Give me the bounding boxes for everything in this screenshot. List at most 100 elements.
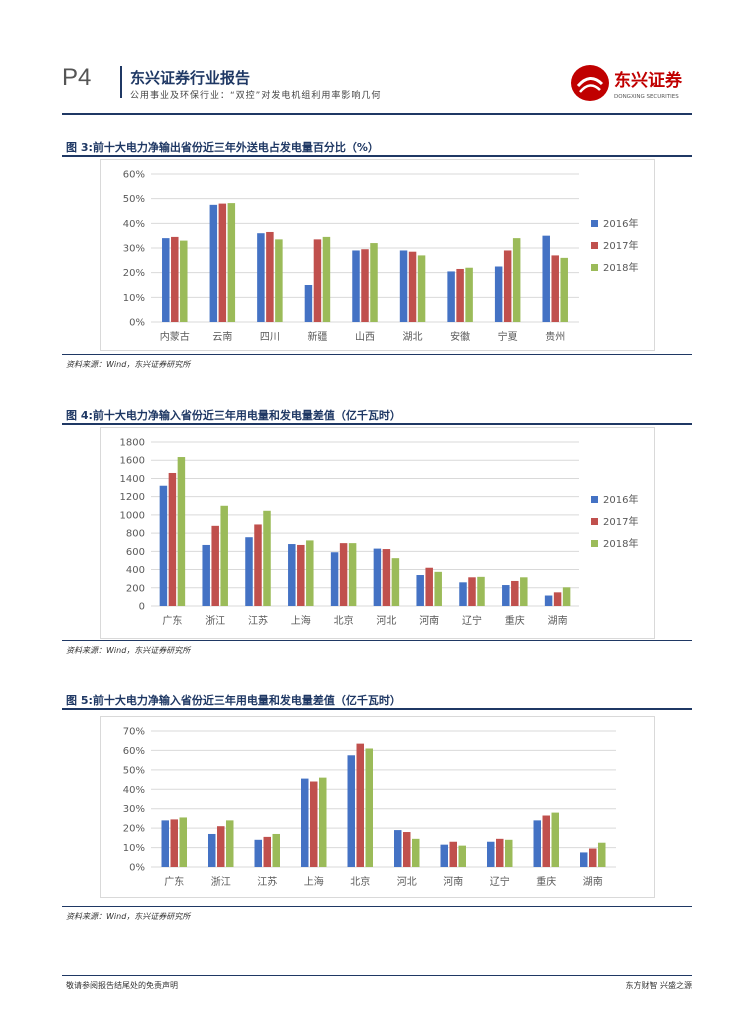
x-tick-label: 重庆 — [505, 614, 525, 627]
legend-swatch — [591, 242, 598, 249]
x-tick-label: 河南 — [443, 875, 463, 888]
x-tick-label: 浙江 — [211, 876, 231, 888]
y-tick-label: 10% — [123, 843, 145, 854]
y-tick-label: 1200 — [120, 492, 145, 503]
x-tick-label: 重庆 — [536, 875, 556, 888]
bar — [502, 585, 510, 606]
chart-svg: 0 200 400 600 800 1000 1200 1400 1600 1800 广东 浙江 江苏 上… — [120, 438, 639, 628]
bar — [505, 839, 513, 867]
footer-rule — [62, 975, 692, 976]
header-separator — [120, 66, 122, 98]
x-tick-label: 浙江 — [205, 615, 225, 627]
bar — [356, 743, 364, 867]
figure-5-source-rule — [62, 906, 692, 907]
footer-disclaimer: 敬请参阅报告结尾处的免责声明 — [66, 981, 178, 990]
bar — [254, 524, 262, 606]
bar — [465, 267, 473, 322]
y-tick-label: 1800 — [120, 438, 145, 449]
bar — [408, 251, 417, 322]
bar — [449, 841, 457, 867]
x-tick-label: 湖南 — [583, 875, 603, 888]
bar — [456, 268, 464, 322]
figure-5-title-rule — [62, 708, 692, 710]
x-tick-label: 江苏 — [257, 875, 277, 888]
y-tick-label: 40% — [123, 785, 145, 796]
legend-swatch — [591, 496, 598, 503]
bar — [458, 845, 466, 867]
bar — [330, 552, 339, 606]
x-tick-label: 四川 — [260, 332, 280, 343]
y-tick-label: 0 — [139, 602, 145, 613]
y-tick-label: 0% — [129, 863, 145, 874]
bar — [162, 238, 170, 322]
y-tick-label: 50% — [123, 194, 145, 205]
bar — [211, 525, 219, 606]
bar — [434, 571, 442, 606]
figure-4-source: 资料来源：Wind，东兴证券研究所 — [66, 646, 191, 655]
page-number: P4 — [62, 64, 92, 91]
bar — [263, 510, 271, 606]
bar — [352, 250, 360, 322]
header-rule — [62, 113, 692, 115]
bar — [394, 830, 402, 867]
legend-label: 2018年 — [603, 537, 638, 550]
x-tick-label: 上海 — [291, 614, 311, 627]
bar — [551, 255, 559, 322]
logo-text: 东兴证券 — [614, 70, 683, 91]
bar — [399, 250, 408, 322]
x-tick-label: 山西 — [355, 331, 375, 343]
legend-label: 2016年 — [603, 217, 638, 230]
y-tick-label: 1400 — [120, 474, 145, 485]
bar — [218, 203, 227, 322]
figure-4-title-rule — [62, 423, 692, 425]
report-subtitle: 公用事业及环保行业：“双控”对发电机组利用率影响几何 — [130, 91, 382, 101]
x-tick-label: 内蒙古 — [160, 330, 190, 343]
x-tick-label: 湖南 — [548, 614, 568, 627]
bar — [297, 544, 305, 606]
bar — [487, 841, 495, 867]
bar — [562, 587, 571, 606]
figure-4-title: 图 4:前十大电力净输入省份近三年用电量和发电量差值（亿千瓦时） — [66, 409, 401, 422]
figure-5-chart: 0% 10% 20% 30% 40% 50% 60% 70% 广东 浙江 江苏 上海 北京 河北 河南 辽宁 重… — [100, 716, 655, 898]
bar — [589, 848, 597, 867]
legend-label: 2017年 — [603, 239, 638, 252]
bar — [412, 838, 420, 867]
bar — [161, 820, 169, 867]
bar — [266, 231, 274, 322]
bar — [313, 239, 322, 322]
bar — [177, 457, 186, 606]
bar — [477, 576, 485, 606]
bar — [416, 575, 424, 606]
bar — [520, 577, 528, 606]
bar — [403, 832, 411, 867]
bar — [272, 833, 280, 867]
x-tick-label: 河北 — [376, 615, 396, 627]
x-tick-label: 河南 — [419, 614, 439, 627]
bar — [220, 505, 228, 606]
bar — [275, 239, 283, 322]
x-tick-label: 北京 — [334, 614, 354, 627]
y-tick-label: 60% — [123, 746, 145, 757]
bar — [468, 577, 476, 606]
logo-subtext: DONGXING SECURITIES — [614, 94, 679, 100]
company-logo: 东兴证券 DONGXING SECURITIES — [570, 62, 695, 104]
y-tick-label: 200 — [126, 583, 145, 594]
bar — [391, 558, 400, 606]
bar — [254, 839, 262, 867]
y-tick-label: 40% — [123, 219, 145, 230]
bar — [544, 595, 553, 606]
bar — [598, 842, 606, 867]
chart-svg: 0% 10% 20% 30% 40% 50% 60% 70% 广东 浙江 江苏 上海 北京 河北 河南 辽宁 重… — [123, 727, 616, 888]
bar — [288, 544, 296, 606]
bar — [551, 812, 559, 867]
y-tick-label: 50% — [123, 765, 145, 776]
figure-3-title-rule — [62, 155, 692, 157]
figure-5-source: 资料来源：Wind，东兴证券研究所 — [66, 912, 191, 921]
bar — [440, 844, 448, 867]
bar — [373, 548, 382, 606]
bar — [511, 580, 519, 606]
figure-3-source: 资料来源：Wind，东兴证券研究所 — [66, 360, 191, 369]
x-tick-label: 湖北 — [403, 331, 423, 343]
bar — [301, 778, 309, 867]
legend-swatch — [591, 540, 598, 547]
